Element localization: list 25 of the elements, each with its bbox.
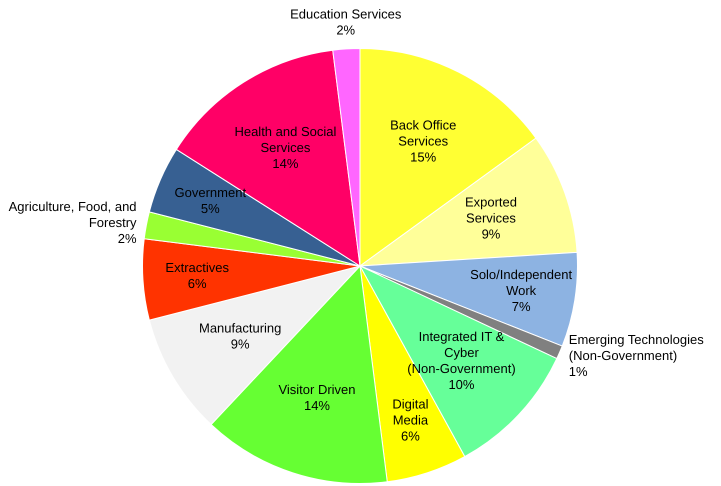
slice-label: Extractives xyxy=(165,260,230,275)
slice-label: Back Office Services xyxy=(390,118,456,149)
data-label: 9% xyxy=(230,336,250,352)
data-label: 6% xyxy=(188,276,208,291)
data-label: 14% xyxy=(304,398,330,413)
data-label: 14% xyxy=(272,156,299,172)
data-label: 2% xyxy=(336,22,356,38)
data-label: 7% xyxy=(512,299,531,314)
slice-label: Manufacturing xyxy=(198,320,282,336)
slice-label: Health and Social Services xyxy=(234,124,336,156)
slice-label: Emerging Technologies (Non-Government) xyxy=(568,332,704,363)
data-label: 10% xyxy=(448,376,475,392)
slice-label: Education Services xyxy=(290,6,402,22)
slice-label: Exported Services xyxy=(464,194,517,226)
data-label: 5% xyxy=(200,200,220,216)
data-label: 2% xyxy=(118,230,137,246)
slice-label: Agriculture, Food, and Forestry xyxy=(8,198,138,230)
data-label: 15% xyxy=(410,150,437,165)
data-label: 6% xyxy=(401,428,420,444)
slice-label: Solo/Independent Work xyxy=(470,267,572,298)
slice-label: Government xyxy=(174,184,246,200)
slice-label: Visitor Driven xyxy=(278,382,356,397)
data-label: 9% xyxy=(482,226,501,242)
data-label: 1% xyxy=(568,364,588,379)
slice-label: Digital Media xyxy=(392,396,429,428)
